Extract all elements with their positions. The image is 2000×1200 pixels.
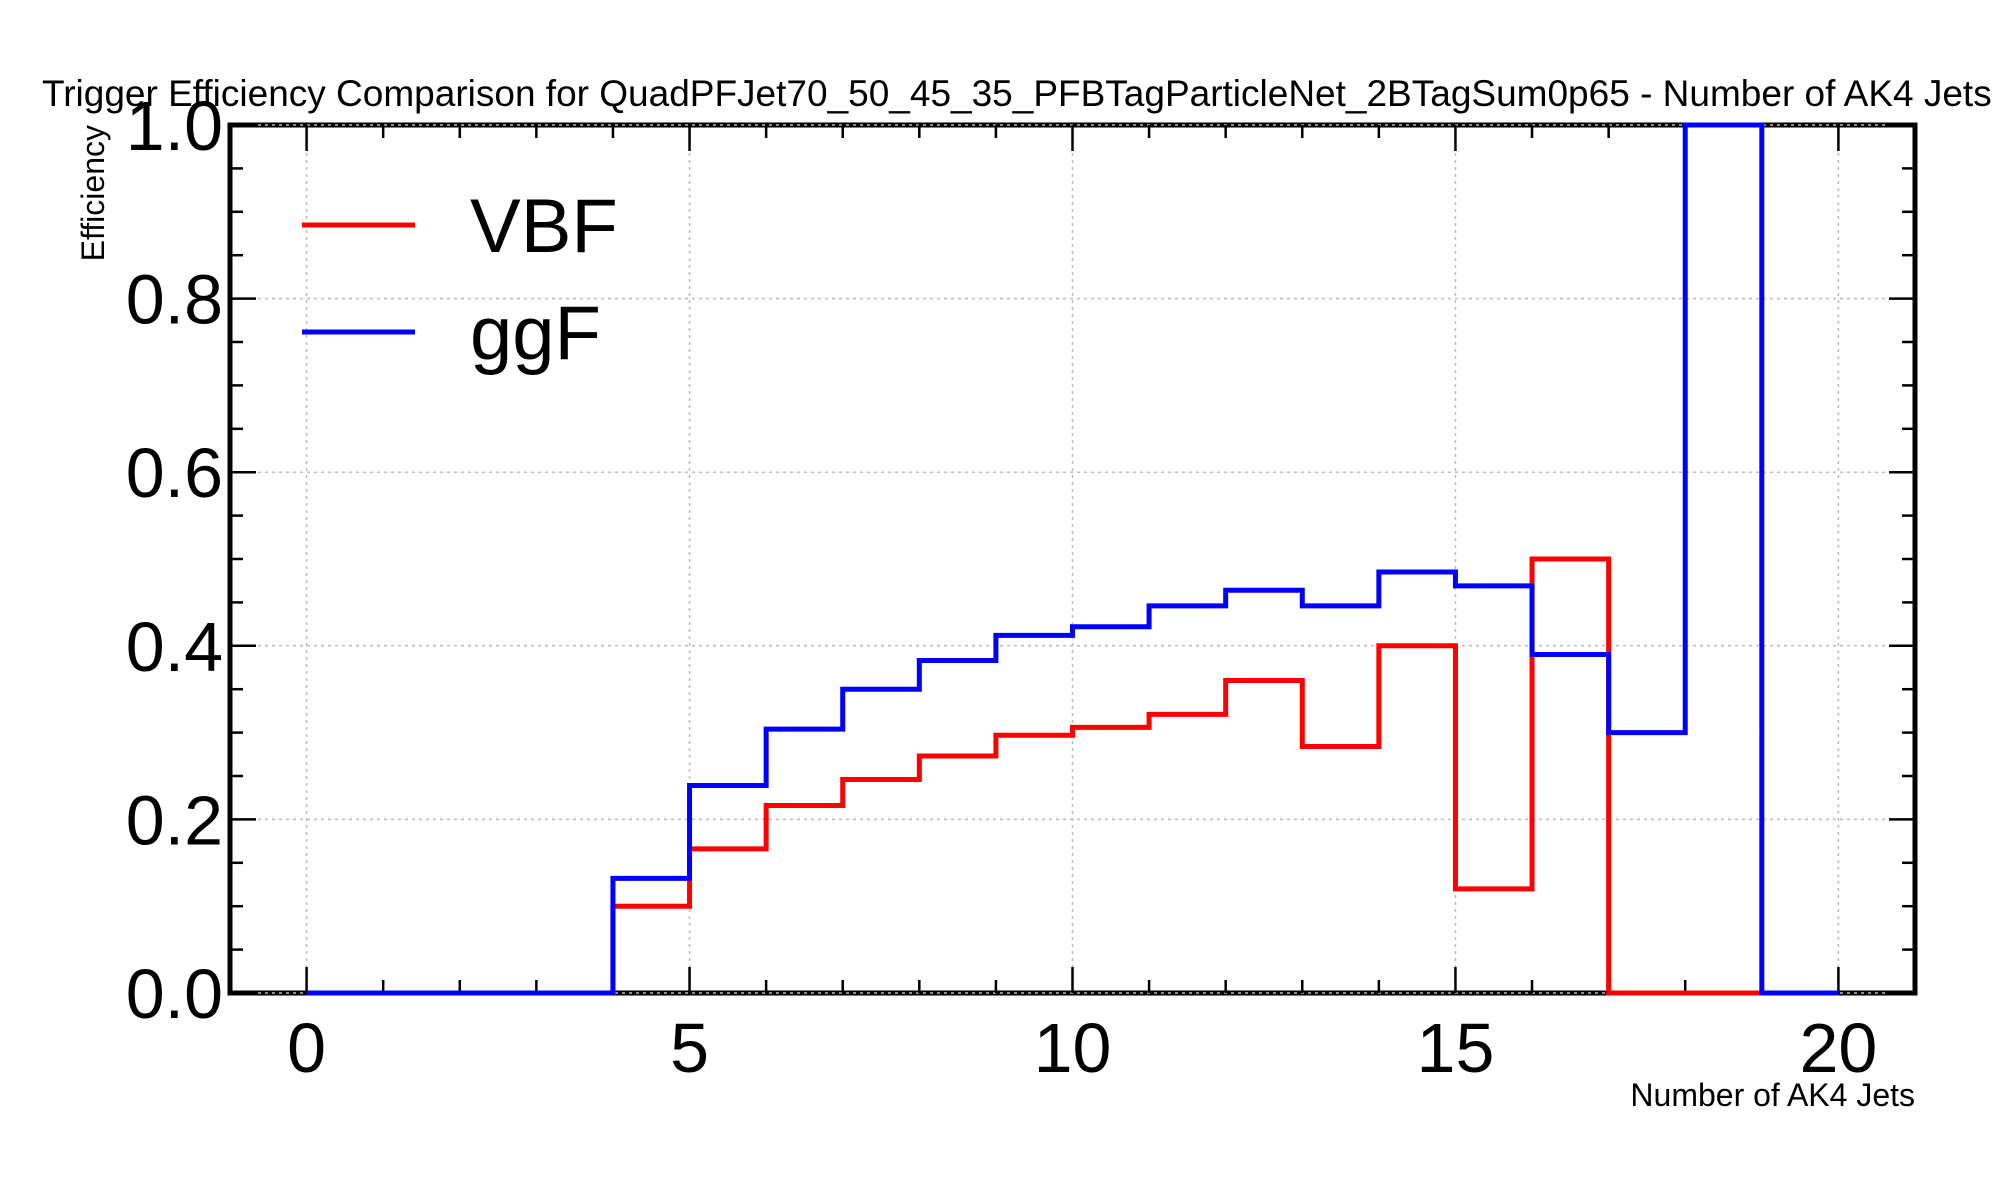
chart-title: Trigger Efficiency Comparison for QuadPF… <box>42 73 1992 114</box>
legend-label-vbf: VBF <box>470 184 618 269</box>
series-ggf-step <box>306 122 1839 996</box>
x-tick-labels: 0 5 10 15 20 <box>287 1009 1877 1087</box>
y-tick-label: 0.8 <box>126 261 223 339</box>
x-tick-label: 0 <box>287 1009 326 1087</box>
y-tick-label: 0.2 <box>126 781 223 859</box>
y-tick-label: 1.0 <box>126 87 223 165</box>
series-vbf-step <box>306 556 1839 996</box>
axis-ticks <box>230 123 1915 995</box>
x-tick-label: 20 <box>1799 1009 1877 1087</box>
series-layer <box>306 122 1839 996</box>
y-tick-labels: 0.0 0.2 0.4 0.6 0.8 1.0 <box>126 87 223 1033</box>
y-tick-label: 0.4 <box>126 608 223 686</box>
legend: VBF ggF <box>302 184 618 376</box>
y-axis-title: Efficiency <box>75 125 111 261</box>
x-axis-title: Number of AK4 Jets <box>1630 1077 1915 1113</box>
x-tick-label: 5 <box>670 1009 709 1087</box>
y-tick-label: 0.6 <box>126 434 223 512</box>
legend-label-ggf: ggF <box>470 291 601 376</box>
x-tick-label: 15 <box>1417 1009 1495 1087</box>
x-tick-label: 10 <box>1034 1009 1112 1087</box>
y-tick-label: 0.0 <box>126 955 223 1033</box>
